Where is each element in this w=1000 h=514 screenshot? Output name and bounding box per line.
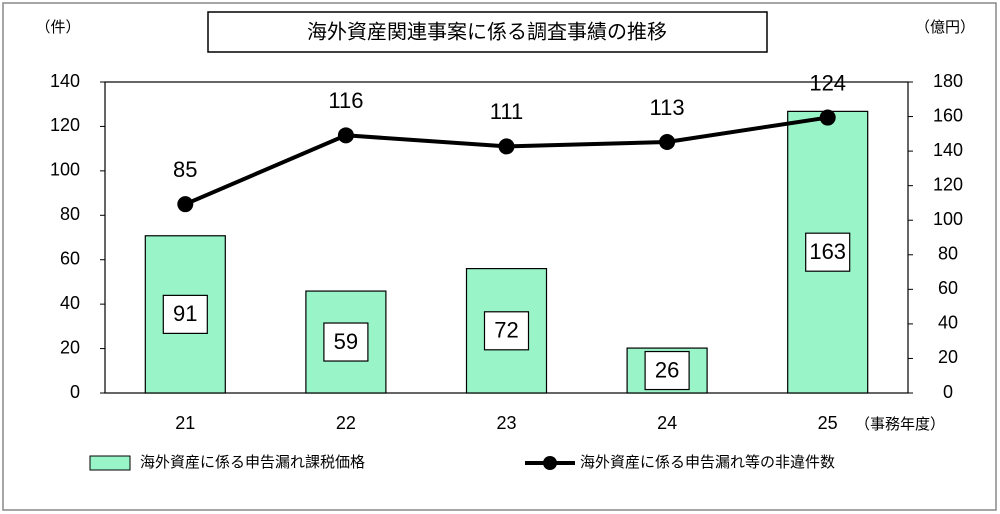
legend-swatch xyxy=(543,456,557,470)
value-label: 26 xyxy=(655,357,679,382)
value-label-box xyxy=(644,350,690,391)
line xyxy=(184,115,829,207)
y2-tick-label: 40 xyxy=(938,313,958,333)
y2-tick-label: 80 xyxy=(938,244,958,264)
y-tick-label: 40 xyxy=(60,293,80,313)
legend-label: 海外資産に係る申告漏れ課税価格 xyxy=(140,454,365,471)
y2-tick-label: 160 xyxy=(933,105,963,125)
value-label: 116 xyxy=(328,88,363,113)
x-axis-unit: （事務年度） xyxy=(855,416,945,433)
line-point xyxy=(819,109,836,126)
legend-swatch xyxy=(89,455,131,471)
x-tick-label: 22 xyxy=(336,413,356,433)
y2-tick-label: 180 xyxy=(933,71,963,91)
y-tick-label: 80 xyxy=(60,204,80,224)
value-label-box xyxy=(323,322,369,362)
value-label: 163 xyxy=(809,239,846,264)
y2-tick-label: 20 xyxy=(938,347,958,367)
value-label-box xyxy=(162,294,208,334)
y2-tick-label: 140 xyxy=(933,140,963,160)
y-tick-label: 120 xyxy=(50,115,80,135)
value-label: 113 xyxy=(650,95,685,120)
title-box xyxy=(207,11,768,53)
x-tick-label: 23 xyxy=(496,413,516,433)
x-tick-label: 24 xyxy=(657,413,677,433)
y2-axis-unit: （億円） xyxy=(915,19,975,36)
y-tick-label: 60 xyxy=(60,248,80,268)
value-label: 124 xyxy=(809,70,846,95)
value-label: 59 xyxy=(334,329,358,354)
y2-tick-label: 0 xyxy=(943,382,953,402)
value-label: 111 xyxy=(490,99,523,124)
y-tick-label: 100 xyxy=(50,160,80,180)
value-label-box xyxy=(805,232,851,272)
x-tick-label: 25 xyxy=(818,413,838,433)
y-tick-label: 20 xyxy=(60,337,80,357)
y2-tick-label: 60 xyxy=(938,278,958,298)
value-label: 72 xyxy=(494,318,518,343)
line-point xyxy=(498,138,515,155)
x-tick-label: 21 xyxy=(175,413,195,433)
y2-tick-label: 120 xyxy=(933,174,963,194)
y-tick-label: 140 xyxy=(50,71,80,91)
value-label: 91 xyxy=(173,301,197,326)
y-tick-label: 0 xyxy=(70,382,80,402)
value-label-box xyxy=(483,311,530,351)
line-point xyxy=(337,127,354,144)
legend-label: 海外資産に係る申告漏れ等の非違件数 xyxy=(580,453,835,471)
line-point xyxy=(177,196,194,213)
value-label: 85 xyxy=(173,157,197,182)
chart-title: 海外資産関連事案に係る調査事績の推移 xyxy=(307,20,667,43)
y2-tick-label: 100 xyxy=(933,209,963,229)
y-axis-unit: （件） xyxy=(35,19,80,36)
line-point xyxy=(659,133,676,150)
